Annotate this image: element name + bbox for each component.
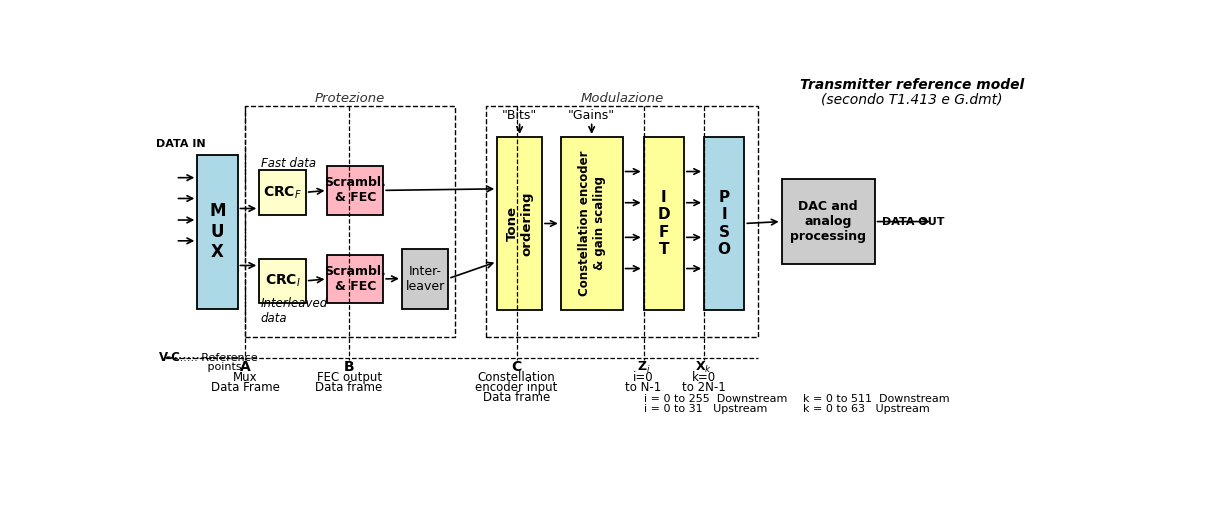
Text: DAC and
analog
processing: DAC and analog processing [790, 200, 866, 243]
Bar [259, 259, 306, 303]
Text: k = 0 to 511  Downstream: k = 0 to 511 Downstream [803, 393, 950, 404]
Text: Z$_i$: Z$_i$ [637, 359, 650, 375]
Bar [704, 137, 744, 310]
Text: DATA IN: DATA IN [156, 139, 206, 149]
Text: to N-1: to N-1 [626, 381, 661, 395]
Bar [328, 166, 384, 215]
Text: P
I
S
O: P I S O [717, 190, 731, 257]
Text: Constellation encoder
& gain scaling: Constellation encoder & gain scaling [577, 151, 605, 296]
Text: Data frame: Data frame [482, 391, 551, 405]
Text: X$_k$: X$_k$ [695, 359, 713, 375]
Bar [197, 155, 238, 309]
Text: "Gains": "Gains" [568, 109, 615, 122]
Text: points: points [175, 362, 241, 372]
Bar [560, 137, 622, 310]
Text: Fast data: Fast data [261, 157, 315, 170]
Text: Inter-
leaver: Inter- leaver [406, 264, 445, 293]
Text: Mux: Mux [233, 371, 257, 384]
Text: V-C: V-C [158, 352, 180, 364]
Text: k=0: k=0 [692, 371, 716, 384]
Text: B: B [343, 360, 354, 374]
Text: i = 0 to 255  Downstream: i = 0 to 255 Downstream [643, 393, 787, 404]
Text: A: A [240, 360, 251, 374]
Text: to 2N-1: to 2N-1 [682, 381, 726, 395]
Text: Tone
ordering: Tone ordering [505, 191, 533, 256]
Text: Data frame: Data frame [315, 381, 382, 395]
Bar [402, 249, 448, 309]
Bar [782, 179, 875, 264]
Text: ...... Reference: ...... Reference [175, 353, 257, 363]
Bar [486, 106, 759, 337]
Text: CRC$_F$: CRC$_F$ [263, 184, 302, 201]
Bar [259, 170, 306, 215]
Text: Modulazione: Modulazione [580, 92, 664, 105]
Text: DATA OUT: DATA OUT [882, 217, 945, 227]
Text: Constellation: Constellation [477, 371, 555, 384]
Text: Protezione: Protezione [314, 92, 385, 105]
Text: "Bits": "Bits" [502, 109, 537, 122]
Text: CRC$_I$: CRC$_I$ [264, 272, 301, 289]
Text: Scrambl.
& FEC: Scrambl. & FEC [324, 265, 386, 293]
Text: I
D
F
T: I D F T [658, 190, 670, 257]
Text: Data Frame: Data Frame [211, 381, 280, 395]
Text: M
U
X: M U X [209, 202, 225, 261]
Text: Scrambl.
& FEC: Scrambl. & FEC [324, 176, 386, 204]
Text: FEC output: FEC output [317, 371, 381, 384]
Text: i = 0 to 31   Upstream: i = 0 to 31 Upstream [643, 405, 767, 415]
Text: (secondo T1.413 e G.dmt): (secondo T1.413 e G.dmt) [821, 92, 1002, 106]
Bar [497, 137, 542, 310]
Text: C: C [512, 360, 521, 374]
Bar [643, 137, 683, 310]
Bar [245, 106, 454, 337]
Text: Interleaved
data: Interleaved data [261, 297, 328, 325]
Bar [328, 255, 384, 303]
Text: k = 0 to 63   Upstream: k = 0 to 63 Upstream [803, 405, 931, 415]
Text: Transmitter reference model: Transmitter reference model [800, 78, 1024, 92]
Text: encoder input: encoder input [475, 381, 558, 395]
Text: i=0: i=0 [633, 371, 654, 384]
